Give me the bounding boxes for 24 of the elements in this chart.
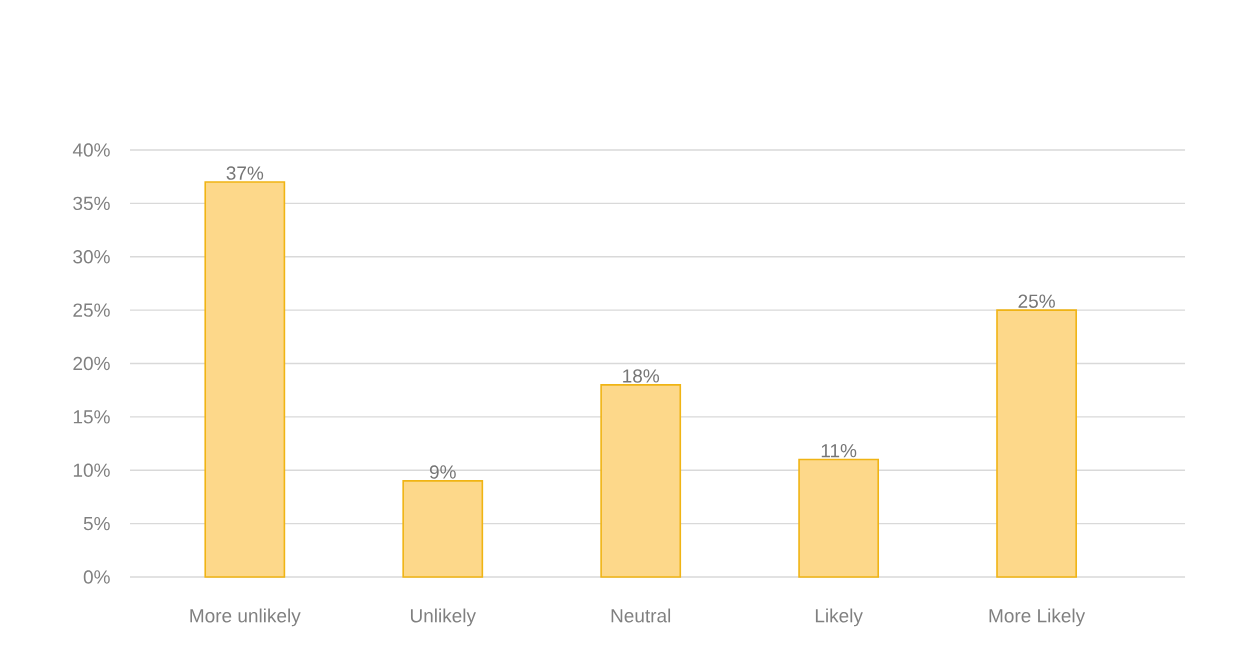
y-tick-label: 35% — [73, 196, 110, 211]
data-label: 25% — [1018, 294, 1055, 308]
bar — [996, 309, 1077, 578]
x-tick-label: More Likely — [989, 608, 1086, 627]
y-tick-label: 10% — [73, 463, 110, 477]
data-label: 37% — [226, 166, 264, 180]
bar — [402, 480, 484, 578]
data-label: 11% — [821, 444, 857, 458]
y-tick-label: 40% — [72, 143, 110, 157]
bar — [798, 458, 880, 578]
y-tick-label: 0% — [83, 570, 110, 584]
x-tick-label: More unlikely — [190, 608, 301, 627]
data-label: 18% — [623, 369, 660, 383]
y-tick-label: 20% — [73, 356, 110, 371]
y-tick-label: 25% — [73, 303, 110, 317]
y-tick-label: 15% — [73, 410, 110, 424]
x-tick-label: Unlikely — [410, 608, 476, 627]
y-tick-label: 30% — [73, 250, 110, 264]
bar — [204, 181, 286, 578]
x-tick-label: Neutral — [611, 608, 671, 623]
data-label: 9% — [429, 465, 456, 479]
bar — [600, 384, 682, 578]
y-tick-label: 5% — [83, 516, 110, 531]
x-tick-label: Likely — [815, 608, 863, 627]
